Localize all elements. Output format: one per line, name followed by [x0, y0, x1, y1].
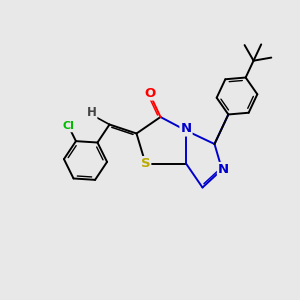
Text: S: S — [141, 157, 150, 170]
Text: N: N — [180, 122, 192, 136]
Text: H: H — [87, 106, 96, 119]
Text: N: N — [218, 163, 229, 176]
Text: O: O — [144, 86, 156, 100]
Text: Cl: Cl — [63, 121, 75, 131]
